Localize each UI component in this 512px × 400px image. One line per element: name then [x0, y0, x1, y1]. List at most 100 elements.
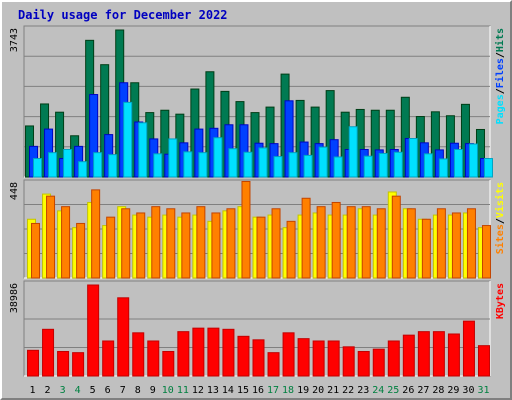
bar-pages-day-16 [258, 147, 268, 178]
day-label-14: 14 [222, 385, 234, 396]
bar-sites-day-11 [181, 212, 191, 279]
bar-kbytes-day-9 [147, 340, 160, 377]
bar-sites-day-17 [271, 208, 281, 279]
day-label-5: 5 [90, 385, 96, 396]
day-label-11: 11 [177, 385, 189, 396]
bar-sites-day-27 [421, 218, 431, 279]
bar-kbytes-day-12 [192, 327, 205, 377]
bar-sites-day-19 [301, 197, 311, 279]
legend-entry: Files [494, 58, 506, 88]
bar-kbytes-day-18 [282, 332, 295, 377]
day-label-2: 2 [45, 385, 51, 396]
bar-sites-day-6 [106, 216, 116, 279]
bar-pages-day-30 [468, 143, 478, 178]
legend-entry: Pages [495, 94, 506, 124]
bar-kbytes-day-8 [132, 332, 145, 377]
legend-entry: / [495, 88, 506, 94]
bar-pages-day-26 [408, 138, 418, 178]
bar-pages-day-7 [123, 101, 133, 178]
day-label-15: 15 [237, 385, 249, 396]
bar-kbytes-day-1 [27, 349, 40, 377]
legend-visits-sites: Sites/Visits [494, 182, 506, 254]
day-label-21: 21 [327, 385, 339, 396]
bar-sites-day-22 [346, 206, 356, 279]
bar-kbytes-day-13 [207, 327, 220, 377]
bar-kbytes-day-22 [342, 346, 355, 377]
bar-sites-day-2 [46, 195, 56, 279]
bar-pages-day-10 [168, 138, 178, 178]
day-label-20: 20 [312, 385, 324, 396]
bar-kbytes-day-5 [87, 284, 100, 377]
legend-hits-files-pages: Pages/Files/Hits [494, 28, 506, 124]
bar-pages-day-1 [33, 158, 43, 178]
day-label-30: 30 [462, 385, 474, 396]
bar-pages-day-8 [138, 122, 148, 178]
bar-kbytes-day-30 [462, 320, 475, 377]
chart-title: Daily usage for December 2022 [18, 8, 228, 22]
day-label-12: 12 [192, 385, 204, 396]
day-label-18: 18 [282, 385, 294, 396]
bar-sites-day-25 [391, 195, 401, 279]
bar-sites-day-24 [376, 208, 386, 279]
day-label-25: 25 [387, 385, 399, 396]
bar-pages-day-21 [333, 156, 343, 178]
bar-kbytes-day-4 [72, 352, 85, 377]
bar-kbytes-day-26 [402, 334, 415, 377]
bar-pages-day-17 [273, 156, 283, 178]
legend-entry: Sites [494, 224, 506, 254]
bar-sites-day-8 [136, 212, 146, 279]
day-label-4: 4 [75, 385, 81, 396]
bar-sites-day-3 [61, 206, 71, 279]
bar-sites-day-20 [316, 206, 326, 279]
day-label-1: 1 [30, 385, 36, 396]
bar-sites-day-14 [226, 208, 236, 279]
bar-kbytes-day-3 [57, 350, 70, 377]
day-label-7: 7 [120, 385, 126, 396]
bar-sites-day-9 [151, 206, 161, 279]
bar-sites-day-4 [76, 222, 86, 279]
bar-kbytes-day-31 [477, 345, 490, 377]
bar-sites-day-13 [211, 212, 221, 279]
day-label-26: 26 [402, 385, 414, 396]
bar-kbytes-day-23 [357, 350, 370, 377]
bar-pages-day-9 [153, 153, 163, 178]
bar-kbytes-day-7 [117, 297, 130, 377]
bar-kbytes-day-6 [102, 340, 115, 377]
day-label-17: 17 [267, 385, 279, 396]
bar-pages-day-11 [183, 151, 193, 178]
bar-kbytes-day-28 [432, 331, 445, 377]
day-label-29: 29 [447, 385, 459, 396]
day-label-22: 22 [342, 385, 354, 396]
bar-kbytes-day-11 [177, 331, 190, 377]
bar-pages-day-18 [288, 152, 298, 178]
bar-sites-day-26 [406, 208, 416, 279]
bar-pages-day-22 [348, 126, 358, 178]
bar-pages-day-14 [228, 148, 238, 178]
day-label-23: 23 [357, 385, 369, 396]
day-label-24: 24 [372, 385, 384, 396]
bar-pages-day-29 [453, 149, 463, 178]
day-label-8: 8 [135, 385, 141, 396]
bar-kbytes-day-17 [267, 352, 280, 377]
bar-pages-day-28 [438, 158, 448, 178]
bar-sites-day-1 [31, 222, 41, 279]
bar-kbytes-day-20 [312, 340, 325, 377]
bar-sites-day-10 [166, 208, 176, 279]
bar-kbytes-day-16 [252, 339, 265, 377]
bar-pages-day-5 [93, 152, 103, 178]
bar-kbytes-day-25 [387, 340, 400, 377]
bar-pages-day-19 [303, 154, 313, 178]
bar-pages-day-6 [108, 154, 118, 178]
day-label-3: 3 [60, 385, 66, 396]
bar-kbytes-day-29 [447, 333, 460, 377]
day-label-9: 9 [150, 385, 156, 396]
bar-pages-day-25 [393, 151, 403, 178]
bar-pages-day-27 [423, 153, 433, 178]
bar-sites-day-7 [121, 208, 131, 279]
axis-max-label-hits-files-pages: 3743 [9, 28, 20, 52]
day-label-6: 6 [105, 385, 111, 396]
bar-pages-day-13 [213, 137, 223, 178]
bar-pages-day-4 [78, 161, 88, 178]
axis-max-label-kbytes: 38986 [9, 283, 20, 313]
